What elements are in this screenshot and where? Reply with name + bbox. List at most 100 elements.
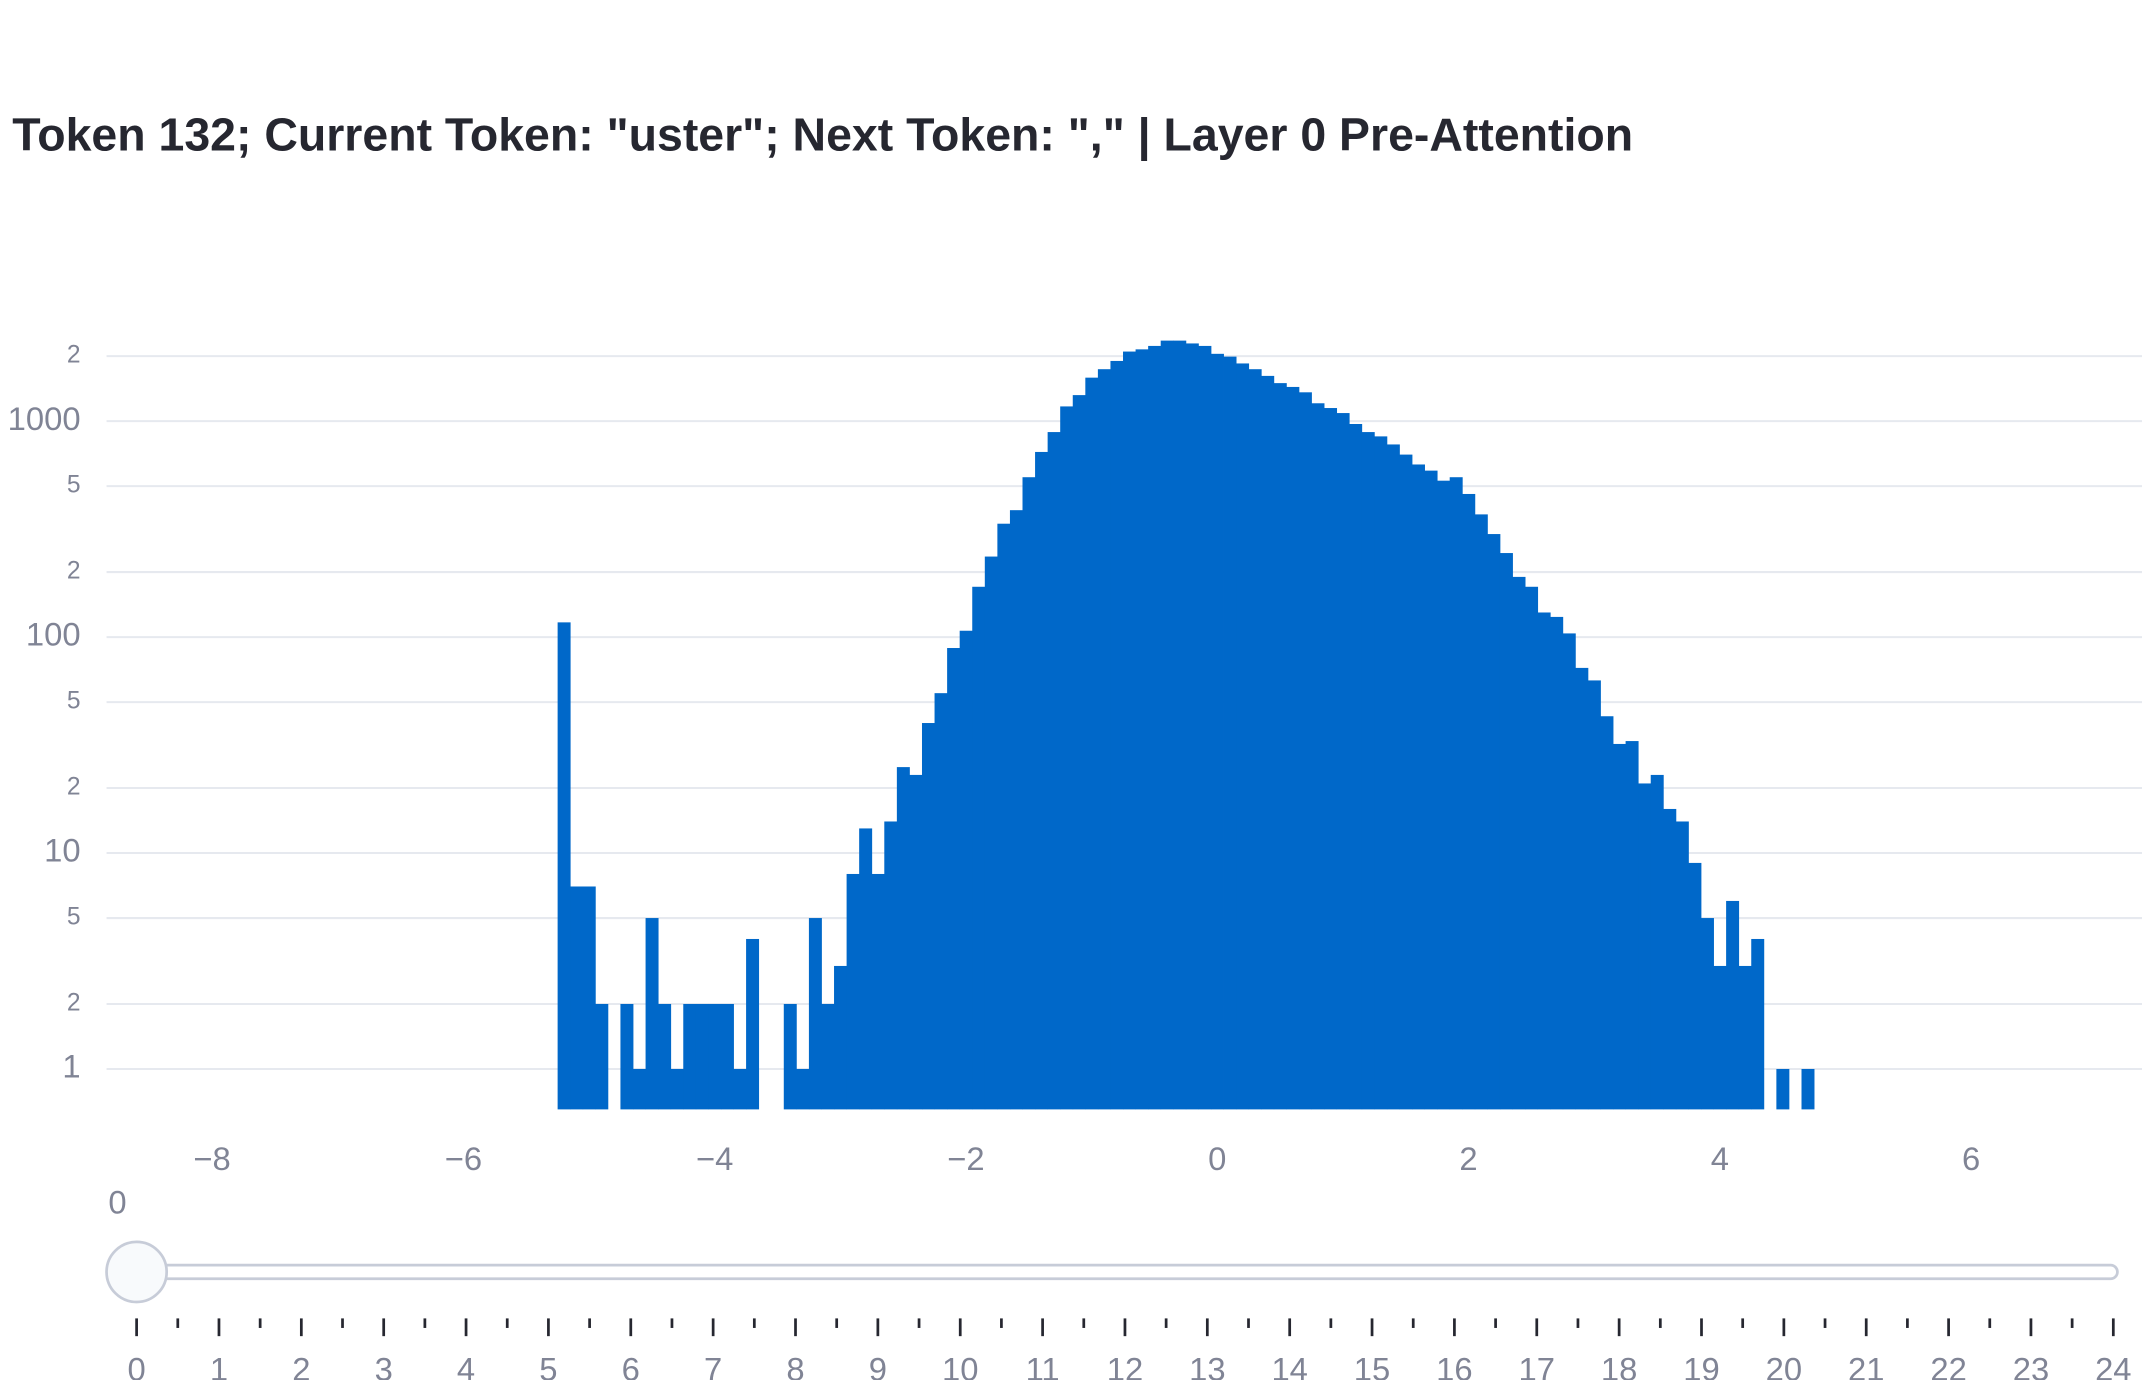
slider-step-label: 1 xyxy=(210,1350,228,1380)
histogram-bar xyxy=(984,556,998,1110)
histogram-bar xyxy=(1399,454,1413,1110)
histogram-bar xyxy=(1625,741,1639,1110)
histogram-bar xyxy=(633,1068,646,1110)
histogram-bar xyxy=(1474,514,1488,1110)
histogram-bar xyxy=(1236,363,1250,1110)
y-tick-label: 2 xyxy=(67,342,81,369)
histogram-bar xyxy=(1638,783,1652,1110)
histogram-bar xyxy=(871,873,885,1110)
x-tick-label: −8 xyxy=(193,1140,230,1177)
x-tick-label: 2 xyxy=(1459,1140,1477,1177)
slider-step-label: 10 xyxy=(942,1350,978,1380)
histogram-bar xyxy=(959,630,973,1110)
histogram-bar xyxy=(1437,480,1451,1110)
slider-step-label: 17 xyxy=(1519,1350,1555,1380)
histogram-bar xyxy=(658,1003,672,1110)
histogram-bar xyxy=(645,918,659,1110)
histogram-bar xyxy=(620,1003,634,1110)
slider-step-label: 11 xyxy=(1026,1350,1060,1380)
slider-step-label: 21 xyxy=(1848,1350,1884,1380)
y-tick-label: 5 xyxy=(67,472,81,499)
histogram-bar xyxy=(1022,477,1036,1110)
slider-step-label: 6 xyxy=(622,1350,640,1380)
histogram-bar xyxy=(1160,340,1174,1110)
histogram-bar xyxy=(1801,1068,1815,1110)
slider-step-label: 16 xyxy=(1436,1350,1472,1380)
histogram-bar xyxy=(1650,774,1664,1110)
histogram-bar xyxy=(1374,436,1388,1110)
histogram-bar xyxy=(582,886,596,1110)
slider-step-label: 12 xyxy=(1107,1350,1143,1380)
histogram-bar xyxy=(1751,938,1765,1110)
histogram-bar xyxy=(1713,965,1727,1110)
histogram-bar xyxy=(1349,423,1363,1110)
histogram-bar xyxy=(1449,477,1463,1110)
histogram-bar xyxy=(1286,386,1300,1110)
slider-step-label: 20 xyxy=(1766,1350,1802,1380)
slider-step-label: 18 xyxy=(1601,1350,1637,1380)
histogram-bar xyxy=(1085,377,1099,1110)
histogram-bar xyxy=(1462,493,1476,1110)
histogram-bar xyxy=(796,1068,810,1110)
histogram-bar xyxy=(783,1003,797,1110)
y-tick-label: 5 xyxy=(67,688,81,715)
histogram-bar xyxy=(670,1068,684,1110)
histogram-bar xyxy=(1148,345,1162,1110)
histogram-bar xyxy=(997,523,1011,1110)
histogram-bar xyxy=(1173,340,1187,1110)
histogram-bar xyxy=(1675,821,1689,1110)
slider-step-label: 13 xyxy=(1189,1350,1225,1380)
histogram-bar xyxy=(1060,406,1074,1110)
histogram-bar xyxy=(1587,680,1601,1110)
histogram-bar xyxy=(1047,432,1061,1110)
histogram-bar xyxy=(1512,576,1526,1110)
slider-step-label: 3 xyxy=(375,1350,393,1380)
histogram-bar xyxy=(1311,403,1325,1110)
slider-step-label: 19 xyxy=(1683,1350,1719,1380)
histogram-bar xyxy=(909,774,923,1110)
slider-current-label: 0 xyxy=(108,1184,126,1221)
histogram-bar xyxy=(595,1003,609,1110)
histogram-bar xyxy=(1298,392,1312,1110)
x-tick-label: −6 xyxy=(445,1140,482,1177)
slider-track[interactable] xyxy=(129,1263,2119,1281)
slider-handle[interactable] xyxy=(105,1240,169,1304)
slider-step-label: 24 xyxy=(2095,1350,2131,1380)
histogram-bar xyxy=(1210,353,1224,1110)
histogram-bar xyxy=(1562,633,1576,1110)
histogram-bar xyxy=(1097,369,1111,1110)
histogram-bar xyxy=(720,1003,734,1110)
histogram-bar xyxy=(934,693,948,1110)
histogram-bar xyxy=(1072,395,1086,1110)
histogram-bar xyxy=(1700,918,1714,1110)
slider-step-label: 23 xyxy=(2013,1350,2049,1380)
histogram-bar xyxy=(896,767,910,1110)
histogram-bar xyxy=(1009,510,1023,1110)
y-tick-label: 2 xyxy=(67,558,81,585)
histogram-bar xyxy=(1273,383,1287,1110)
slider-step-label: 22 xyxy=(1930,1350,1966,1380)
y-tick-label: 10 xyxy=(44,832,80,869)
histogram-bar xyxy=(1663,808,1677,1110)
histogram-bar xyxy=(1185,343,1199,1110)
y-tick-label: 2 xyxy=(67,774,81,801)
x-tick-label: 6 xyxy=(1962,1140,1980,1177)
histogram-bar xyxy=(1336,413,1350,1110)
y-tick-label: 1 xyxy=(62,1048,80,1085)
slider-step-label: 7 xyxy=(704,1350,722,1380)
slider-step-label: 15 xyxy=(1354,1350,1390,1380)
histogram-bar xyxy=(1776,1068,1790,1110)
slider-step-label: 2 xyxy=(292,1350,310,1380)
histogram-bar xyxy=(921,723,935,1110)
x-tick-label: −4 xyxy=(696,1140,733,1177)
histogram-bar xyxy=(1324,408,1338,1110)
x-tick-label: 0 xyxy=(1208,1140,1226,1177)
histogram-bar xyxy=(834,965,848,1110)
histogram-bar xyxy=(1198,345,1212,1110)
histogram-bar xyxy=(683,1003,697,1110)
x-tick-label: −2 xyxy=(947,1140,984,1177)
histogram-bar xyxy=(1613,743,1627,1110)
histogram-bar xyxy=(1499,553,1513,1110)
